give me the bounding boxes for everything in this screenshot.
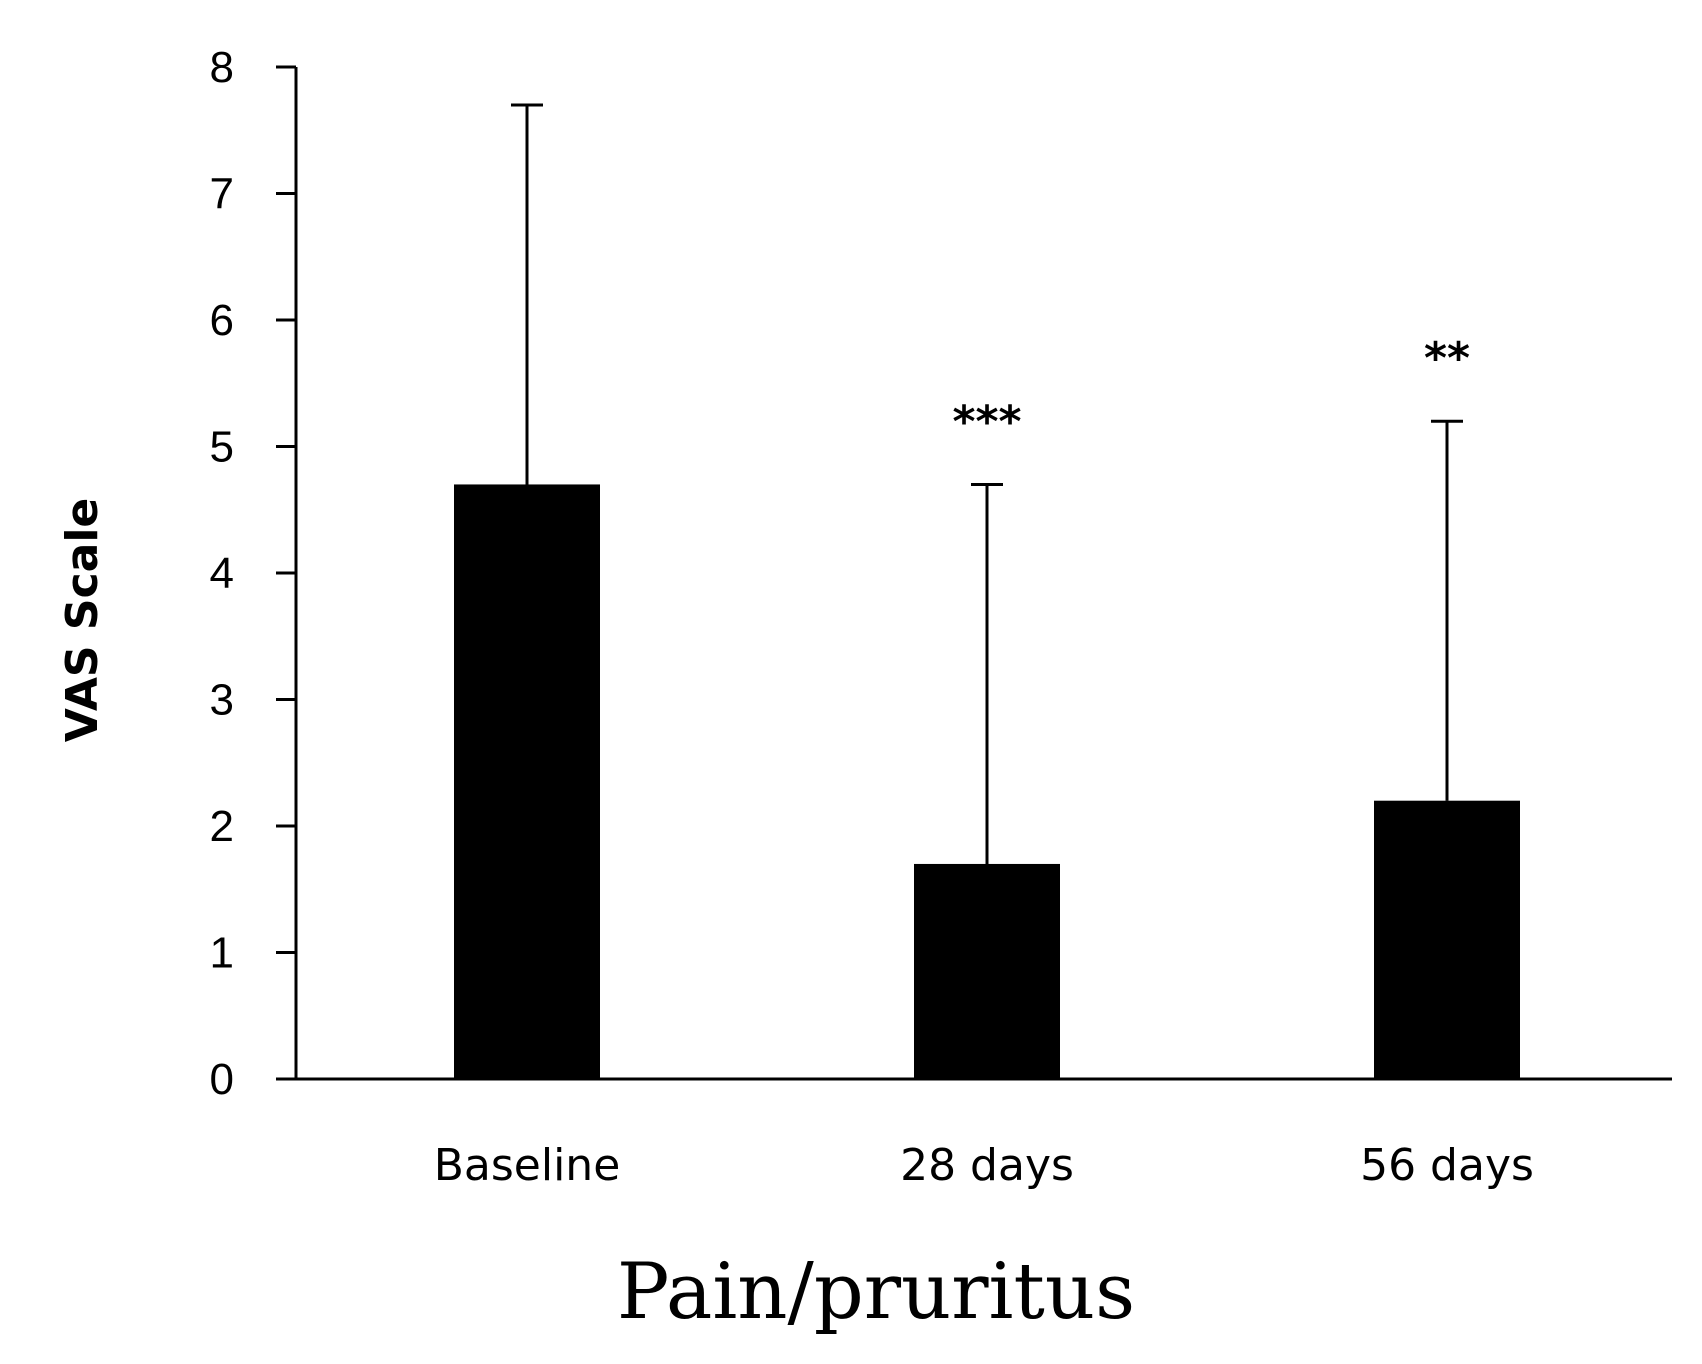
y-tick-label: 4 <box>210 549 234 598</box>
category-labels-layer: Baseline 28 days 56 days <box>434 1140 1534 1191</box>
y-tick-label: 7 <box>210 170 234 219</box>
bar-baseline <box>454 484 600 1079</box>
significance-marker: ** <box>1424 333 1470 384</box>
y-axis-label: VAS Scale <box>57 498 108 743</box>
y-tick-label: 6 <box>210 296 234 345</box>
bar-56-days <box>1374 800 1520 1079</box>
y-tick-label: 2 <box>210 802 234 851</box>
category-label: Baseline <box>434 1140 621 1191</box>
bar-28-days <box>914 863 1060 1079</box>
error-bars-layer <box>511 103 1463 864</box>
y-tick-label: 5 <box>210 423 234 472</box>
y-ticks-layer: 0 1 2 3 4 5 6 7 8 <box>210 43 296 1104</box>
bars-layer <box>454 484 1520 1079</box>
y-tick-label: 3 <box>210 676 234 725</box>
category-label: 56 days <box>1360 1140 1534 1191</box>
y-tick-label: 0 <box>210 1055 234 1104</box>
y-tick-label: 8 <box>210 43 234 92</box>
x-axis-label: Pain/pruritus <box>617 1247 1135 1337</box>
significance-marker: *** <box>952 396 1021 447</box>
significance-layer: ***** <box>952 333 1470 447</box>
category-label: 28 days <box>900 1140 1074 1191</box>
y-tick-label: 1 <box>210 929 234 978</box>
